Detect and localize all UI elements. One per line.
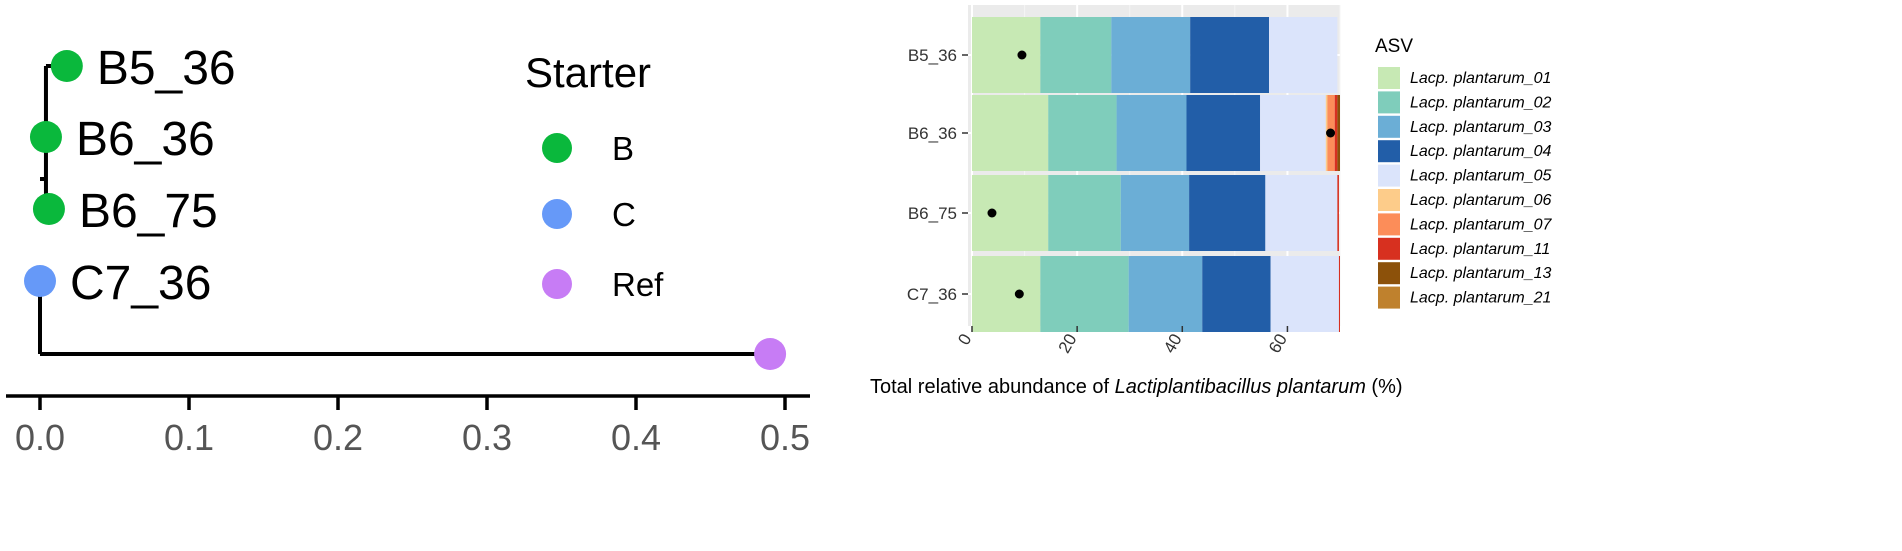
bar-segment: [1040, 17, 1112, 93]
y-axis-category-labels: B5_36 B6_36 B6_75 C7_36: [907, 46, 968, 304]
asv-legend-label: Lacp. plantarum_07: [1410, 216, 1553, 233]
tree-tip-label: B6_75: [79, 185, 218, 238]
asv-legend-key: [1378, 115, 1400, 138]
asv-legend-title: ASV: [1375, 36, 1413, 57]
bar-segment: [1338, 256, 1340, 332]
bar-segment: [1120, 175, 1190, 251]
stacked-bars: [972, 17, 1340, 332]
tree-tip-point: [32, 193, 65, 225]
bar-segment: [1048, 175, 1121, 251]
tree-tip-label: B5_36: [97, 42, 236, 95]
tree-tip-label: B6_36: [76, 113, 215, 166]
bar-segment: [1270, 256, 1339, 332]
bar-segment: [972, 256, 1041, 332]
abundance-points: [987, 50, 1336, 299]
bar-segment: [1186, 95, 1261, 171]
asv-legend-label: Lacp. plantarum_13: [1410, 265, 1552, 282]
starter-legend: Starter BC Ref: [525, 49, 664, 303]
tree-x-tick-label: 0.4: [611, 417, 661, 458]
y-axis-category-label: B5_36: [908, 46, 957, 65]
abundance-point: [1014, 289, 1024, 299]
tree-x-tick-label: 0.2: [313, 417, 363, 458]
starter-legend-key: [542, 133, 572, 163]
y-axis-category-label: C7_36: [907, 285, 957, 304]
bar-segment: [1189, 175, 1266, 251]
asv-legend-key: [1378, 213, 1400, 236]
bar-segment: [1128, 256, 1203, 332]
tree-tip-point: [50, 50, 83, 82]
bar-segment: [1334, 95, 1338, 171]
asv-legend-label: Lacp. plantarum_04: [1410, 143, 1552, 160]
tree-tip-point: [29, 121, 62, 153]
asv-legend-label: Lacp. plantarum_01: [1410, 70, 1551, 87]
bar-segment: [1269, 17, 1338, 93]
asv-legend-key: [1378, 67, 1400, 89]
bar-segment: [1116, 95, 1187, 171]
bar-segment: [1265, 175, 1338, 251]
asv-legend-label: Lacp. plantarum_21: [1410, 290, 1551, 307]
bar-segment: [1337, 95, 1340, 171]
asv-legend-key: [1378, 91, 1400, 114]
tree-tip-point: [24, 265, 56, 297]
asv-legend-label: Lacp. plantarum_03: [1410, 119, 1552, 136]
asv-legend-key: [1378, 237, 1400, 260]
bar-panel: B5_36 B6_36 B6_75 C7_36 0 20 40 60 Total relat…: [870, 5, 1553, 398]
asv-legend-label: Lacp. plantarum_11: [1410, 241, 1550, 258]
x-axis-tick-label: 0: [954, 331, 975, 349]
x-axis-tick-label: 60: [1265, 331, 1291, 357]
bar-segment: [1190, 17, 1270, 93]
tree-tip-labels: B5_36 B6_36 B6_75 C7_36: [70, 42, 236, 310]
bar-segment: [1111, 17, 1191, 93]
starter-legend-label: B: [612, 130, 634, 167]
y-axis-category-label: B6_75: [908, 204, 957, 223]
bar-segment: [972, 17, 1041, 93]
tree-x-tick-label: 0.5: [760, 417, 810, 458]
abundance-point: [1326, 128, 1336, 138]
abundance-point: [1017, 50, 1027, 60]
asv-legend-key: [1378, 262, 1400, 285]
asv-legend-key: [1378, 286, 1400, 309]
bar-segment: [1260, 95, 1326, 171]
starter-legend-label: C: [612, 196, 636, 233]
asv-legend-label: Lacp. plantarum_05: [1410, 168, 1552, 185]
bar-segment: [972, 175, 1049, 251]
asv-legend-label: Lacp. plantarum_02: [1410, 94, 1552, 111]
tree-x-axis-ticks: 0.0 0.1 0.2 0.3 0.4 0.5: [15, 396, 810, 458]
bar-segment: [972, 95, 1049, 171]
tree-tip-label: C7_36: [70, 257, 211, 310]
tree-x-tick-label: 0.0: [15, 417, 65, 458]
abundance-point: [987, 208, 997, 218]
y-axis-category-label: B6_36: [908, 124, 957, 143]
tree-x-tick-label: 0.1: [164, 417, 214, 458]
tree-tip-point: [754, 338, 787, 370]
x-axis-tick-label: 20: [1055, 331, 1081, 357]
tree-tips: [24, 50, 787, 370]
asv-legend: ASV Lacp. plantarum_01 Lacp. plantarum_02…: [1375, 36, 1553, 309]
starter-legend-key: [542, 199, 572, 229]
asv-legend-key: [1378, 164, 1400, 187]
bar-segment: [1202, 256, 1271, 332]
bar-segment: [1048, 95, 1117, 171]
bar-segment: [1040, 256, 1129, 332]
asv-legend-key: [1378, 140, 1400, 163]
asv-legend-key: [1378, 189, 1400, 211]
x-axis-title: Total relative abundance of Lactiplantib…: [870, 376, 1403, 398]
asv-legend-label: Lacp. plantarum_06: [1410, 192, 1552, 209]
bar-segment: [1337, 175, 1339, 251]
tree-x-tick-label: 0.3: [462, 417, 512, 458]
x-axis-tick-label: 40: [1160, 331, 1186, 357]
starter-legend-key: [542, 269, 572, 299]
starter-legend-label: Ref: [612, 266, 664, 303]
starter-legend-title: Starter: [525, 49, 651, 96]
